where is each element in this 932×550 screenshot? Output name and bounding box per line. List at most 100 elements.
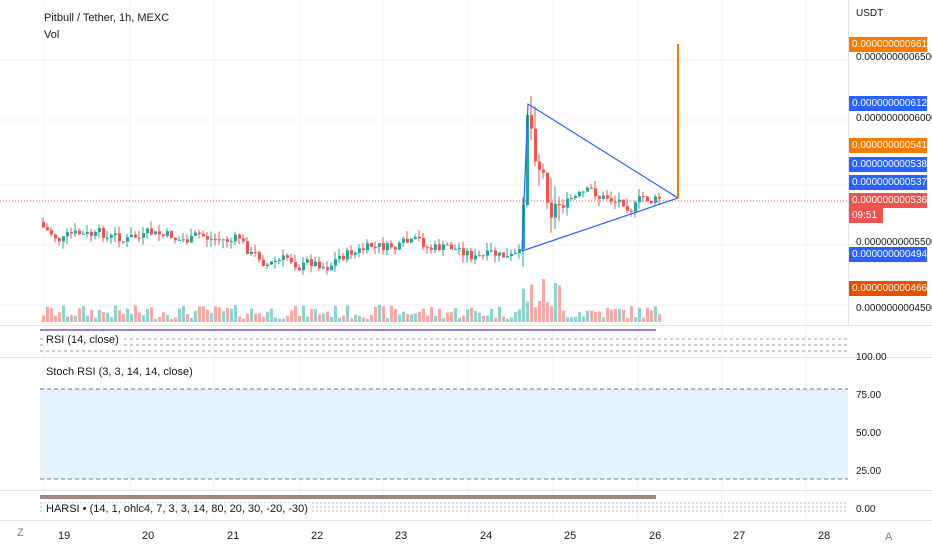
candle-body: [462, 248, 465, 256]
volume-bar: [330, 317, 333, 322]
candle-body: [582, 191, 585, 193]
candle-body: [518, 249, 521, 253]
volume-bar: [574, 316, 577, 322]
candle-body: [46, 227, 49, 231]
candle-body: [610, 198, 613, 202]
candle-body: [602, 195, 605, 199]
candle-body: [110, 235, 113, 238]
volume-bar: [86, 315, 89, 322]
volume-bar: [658, 314, 661, 322]
price-tag: 0.0000000005388: [849, 157, 932, 172]
volume-bar: [194, 310, 197, 322]
price-tick: 0.0000000006500: [856, 52, 932, 63]
volume-bar: [506, 318, 509, 322]
time-tick: 20: [142, 530, 155, 542]
volume-bar: [654, 306, 657, 322]
auto-scale-button[interactable]: A: [885, 531, 893, 543]
candle-body: [558, 203, 561, 206]
candle-body: [270, 261, 273, 265]
volume-bar: [102, 312, 105, 322]
candle-body: [98, 228, 101, 233]
candle-body: [562, 205, 565, 208]
candle-body: [510, 253, 513, 256]
symbol-title[interactable]: Pitbull / Tether, 1h, MEXC: [44, 12, 170, 24]
candle-body: [226, 239, 229, 242]
candle-body: [454, 248, 457, 250]
candle-body: [382, 243, 385, 251]
candle-body: [630, 210, 633, 212]
candle-body: [606, 195, 609, 199]
candle-body: [426, 247, 429, 249]
candle-body: [318, 261, 321, 269]
volume-bar: [70, 315, 73, 322]
volume-bar: [478, 312, 481, 322]
time-tick: 24: [480, 530, 493, 542]
candle-body: [474, 255, 477, 260]
volume-bar: [286, 315, 289, 322]
candle-body: [538, 161, 541, 170]
volume-bar: [186, 313, 189, 322]
volume-bar: [534, 307, 537, 322]
volume-bar: [370, 314, 373, 322]
candle-body: [294, 262, 297, 268]
candle-body: [182, 239, 185, 241]
candle-body: [374, 246, 377, 248]
candle-body: [170, 231, 173, 238]
volume-bar: [322, 313, 325, 322]
candle-body: [594, 188, 597, 197]
volume-bar: [586, 310, 589, 322]
candle-body: [290, 257, 293, 263]
volume-bar: [638, 307, 641, 322]
volume-bar: [602, 317, 605, 322]
volume-bar: [126, 308, 129, 322]
volume-bar: [290, 310, 293, 322]
harsi-legend[interactable]: HARSI • (14, 1, ohlc4, 7, 3, 3, 14, 80, …: [44, 503, 310, 515]
candle-body: [418, 236, 421, 239]
candle-body: [122, 241, 125, 243]
volume-bar: [294, 305, 297, 322]
volume-bar: [138, 312, 141, 322]
candle-body: [154, 231, 157, 235]
main-chart-pane[interactable]: [0, 0, 848, 325]
candle-body: [58, 238, 61, 242]
volume-bar: [542, 278, 545, 322]
candle-body: [210, 239, 213, 241]
harsi-bar: [40, 495, 656, 499]
triangle-pattern-drawing[interactable]: [521, 102, 680, 252]
volume-bar: [378, 305, 381, 322]
volume-bar: [174, 317, 177, 322]
candle-body: [482, 255, 485, 257]
candle-body: [166, 231, 169, 237]
volume-legend[interactable]: Vol: [44, 29, 60, 41]
candle-body: [334, 259, 337, 266]
volume-bar: [422, 308, 425, 322]
candle-body: [378, 243, 381, 247]
candle-body: [566, 198, 569, 208]
candle-body: [370, 243, 373, 247]
candle-body: [406, 238, 409, 243]
volume-bar: [318, 314, 321, 322]
volume-bar: [606, 307, 609, 322]
volume-bar: [610, 309, 613, 322]
rsi-legend[interactable]: RSI (14, close): [44, 334, 121, 346]
volume-bar: [474, 310, 477, 322]
volume-bar: [206, 309, 209, 322]
volume-bar: [58, 312, 61, 322]
candle-body: [130, 234, 133, 238]
candle-body: [126, 237, 129, 242]
candle-body: [138, 237, 141, 239]
candle-body: [646, 196, 649, 201]
volume-bar: [94, 317, 97, 322]
volume-bar: [326, 311, 329, 322]
volume-bar: [266, 311, 269, 322]
stoch-axis-tick: 50.00: [856, 428, 882, 439]
stoch-rsi-legend[interactable]: Stoch RSI (3, 3, 14, 14, close): [44, 366, 195, 378]
volume-bar: [498, 306, 501, 322]
candle-body: [62, 236, 65, 242]
volume-bar: [634, 317, 637, 322]
candle-body: [174, 237, 177, 241]
candle-body: [554, 203, 557, 218]
timezone-button[interactable]: Z: [17, 527, 24, 539]
price-tick: 0.0000000004500: [856, 303, 932, 314]
